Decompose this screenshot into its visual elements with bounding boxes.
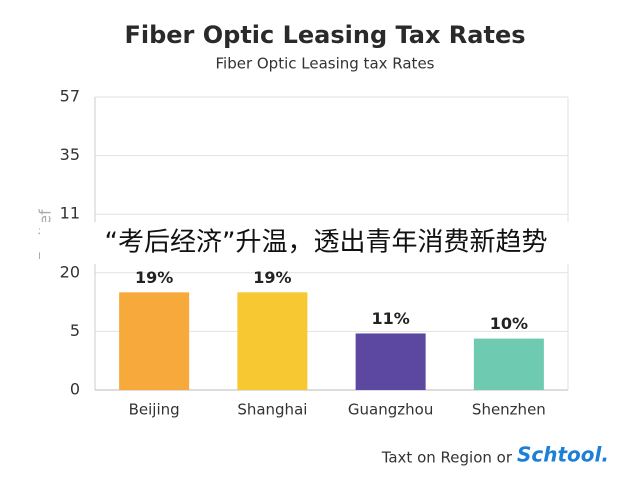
- x-tick-label: Shanghai: [237, 401, 307, 419]
- y-tick-label: 5: [70, 321, 80, 340]
- x-tick-label: Beijing: [129, 401, 180, 419]
- bar: [355, 333, 426, 390]
- y-tick-label: 20: [60, 262, 80, 281]
- banner-background: [40, 222, 612, 264]
- banner: “考后经济”升温，透出青年消费新趋势: [105, 228, 548, 258]
- y-tick-label: 57: [60, 87, 80, 106]
- y-tick-label: 35: [60, 145, 80, 164]
- data-label: 10%: [490, 314, 528, 333]
- data-label: 11%: [371, 309, 409, 328]
- footer: Taxt on Region or: [381, 449, 513, 467]
- footer-brand: Schtool.: [517, 443, 609, 467]
- y-tick-label: 11: [60, 204, 80, 223]
- chart-subtitle: Fiber Optic Leasing tax Rates: [215, 55, 434, 73]
- x-tick-label: Guangzhou: [348, 401, 433, 419]
- data-label: 19%: [135, 268, 173, 287]
- bar: [237, 292, 308, 390]
- x-tick-label: Shenzhen: [472, 401, 546, 419]
- y-tick-label: 0: [70, 380, 80, 399]
- chart-title: Fiber Optic Leasing Tax Rates: [124, 21, 525, 49]
- data-label: 19%: [253, 268, 291, 287]
- plot: 57 35 11 20 5 0 19% Beijing 19% Shanghai 11% Guangz…: [60, 87, 569, 419]
- bar: [119, 292, 190, 390]
- bar: [473, 338, 544, 390]
